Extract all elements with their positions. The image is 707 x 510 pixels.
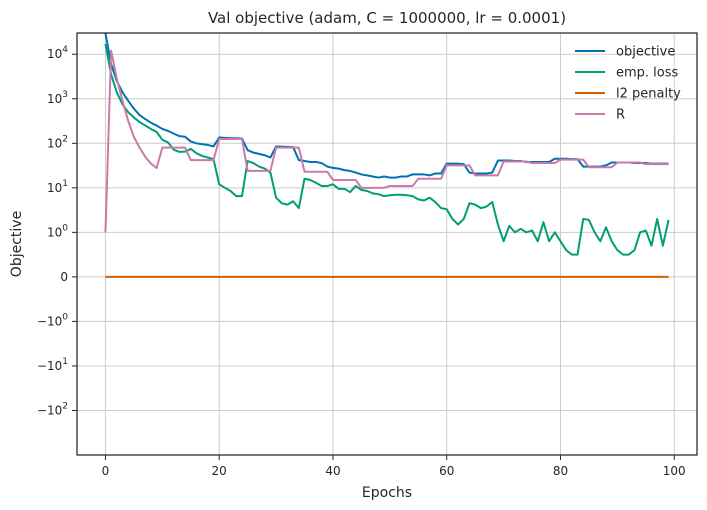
y-tick-label: 100 xyxy=(47,223,68,239)
series-lines xyxy=(104,32,670,278)
x-tick-label: 20 xyxy=(212,464,227,478)
y-tick-label: 101 xyxy=(47,179,68,195)
legend: objective emp. loss l2 penalty R xyxy=(575,45,681,123)
y-tick-label: 104 xyxy=(47,45,68,61)
y-tick-label: −102 xyxy=(37,401,68,417)
series-line-r xyxy=(104,49,669,233)
y-tick-label: −101 xyxy=(37,357,68,373)
axis-ticks: 0 20 40 60 80 100 104 103 102 101 100 0 −100 −101 −102 xyxy=(37,45,686,478)
y-tick-label: 0 xyxy=(60,270,68,284)
legend-label: emp. loss xyxy=(616,66,679,81)
legend-label: objective xyxy=(616,45,675,60)
x-tick-label: 40 xyxy=(325,464,340,478)
x-axis-label: Epochs xyxy=(362,485,412,501)
y-axis-label: Objective xyxy=(9,211,25,277)
x-tick-label: 80 xyxy=(553,464,568,478)
chart-title: Val objective (adam, C = 1000000, lr = 0… xyxy=(208,9,566,27)
legend-label: l2 penalty xyxy=(616,87,681,102)
x-tick-label: 60 xyxy=(439,464,454,478)
y-tick-label: 103 xyxy=(47,90,68,106)
legend-label: R xyxy=(616,108,625,123)
y-tick-label: −100 xyxy=(37,312,68,328)
plot-frame xyxy=(76,32,698,456)
x-tick-label: 0 xyxy=(102,464,110,478)
x-tick-label: 100 xyxy=(663,464,686,478)
series-line-emp-loss xyxy=(104,43,670,256)
y-tick-label: 102 xyxy=(47,134,68,150)
